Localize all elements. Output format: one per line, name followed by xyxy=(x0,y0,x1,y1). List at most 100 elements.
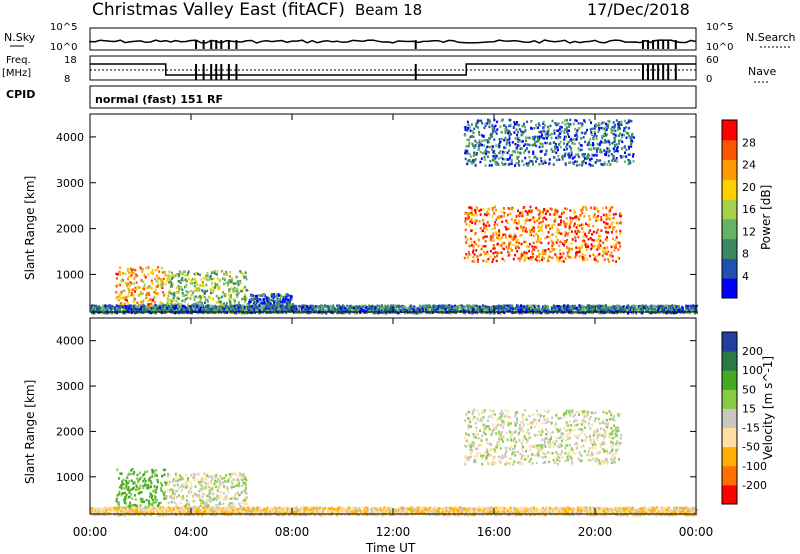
data-cell xyxy=(625,306,628,309)
data-cell xyxy=(531,136,534,139)
data-cell xyxy=(164,273,167,277)
data-cell xyxy=(589,128,592,131)
data-cell xyxy=(285,304,288,307)
data-cell xyxy=(520,306,523,309)
data-cell xyxy=(278,294,280,297)
data-cell xyxy=(279,307,282,310)
data-cell xyxy=(489,255,492,259)
data-cell xyxy=(556,255,559,258)
data-cell xyxy=(593,154,596,157)
data-cell xyxy=(279,298,282,301)
data-cell xyxy=(477,244,480,248)
data-cell xyxy=(471,221,474,224)
data-cell xyxy=(614,246,616,249)
data-cell xyxy=(183,300,186,303)
data-cell xyxy=(525,227,528,230)
data-cell xyxy=(134,286,137,290)
data-cell xyxy=(144,276,147,279)
data-cell xyxy=(536,135,539,139)
data-cell xyxy=(492,244,495,247)
data-cell xyxy=(547,231,550,234)
data-cell xyxy=(510,218,513,221)
data-cell xyxy=(148,285,151,288)
data-cell xyxy=(241,298,244,301)
data-cell xyxy=(500,119,503,123)
data-cell xyxy=(592,135,595,138)
data-cell xyxy=(598,311,601,315)
data-cell xyxy=(156,306,159,310)
nsearch-tick-top: 10^5 xyxy=(706,22,733,33)
data-cell xyxy=(252,298,255,302)
data-cell xyxy=(180,278,183,282)
data-cell xyxy=(518,222,520,225)
data-cell xyxy=(611,141,614,145)
data-cell xyxy=(225,293,227,296)
data-cell xyxy=(589,164,592,167)
data-cell xyxy=(496,251,499,255)
data-cell xyxy=(133,309,136,313)
data-cell xyxy=(187,308,190,312)
data-cell xyxy=(466,149,469,153)
data-cell xyxy=(611,226,614,230)
data-cell xyxy=(583,215,586,218)
data-cell xyxy=(484,231,486,234)
data-cell xyxy=(530,258,533,261)
data-cell xyxy=(610,231,613,234)
data-cell xyxy=(510,249,513,252)
data-cell xyxy=(482,236,485,240)
data-cell xyxy=(606,236,608,239)
data-cell xyxy=(628,153,631,156)
data-cell xyxy=(537,236,540,240)
data-cell xyxy=(475,310,478,313)
data-cell xyxy=(443,304,446,308)
data-cell xyxy=(520,226,522,229)
data-cell xyxy=(542,120,545,124)
data-cell xyxy=(222,291,225,294)
data-cell xyxy=(584,140,587,144)
data-cell xyxy=(526,164,529,167)
data-cell xyxy=(136,286,139,290)
data-cell xyxy=(193,272,196,276)
data-cell xyxy=(385,306,388,310)
data-cell xyxy=(174,291,177,295)
data-cell xyxy=(601,135,604,138)
data-cell xyxy=(545,149,548,152)
data-cell xyxy=(199,301,202,304)
data-cell xyxy=(526,230,528,233)
data-cell xyxy=(249,309,252,312)
data-cell xyxy=(605,252,608,256)
data-cell xyxy=(534,258,537,261)
data-cell xyxy=(472,249,475,252)
data-cell xyxy=(577,147,580,150)
data-cell xyxy=(141,267,144,271)
data-cell xyxy=(623,127,626,130)
data-cell xyxy=(538,209,541,212)
data-cell xyxy=(245,277,248,281)
data-cell xyxy=(266,296,269,300)
data-cell xyxy=(180,272,183,276)
data-cell xyxy=(569,209,572,212)
data-cell xyxy=(541,162,543,165)
data-cell xyxy=(416,312,419,315)
data-cell xyxy=(605,128,608,131)
data-cell xyxy=(516,144,519,147)
data-cell xyxy=(187,270,190,273)
data-cell xyxy=(256,297,259,300)
data-cell xyxy=(610,245,613,249)
data-cell xyxy=(600,229,603,232)
data-cell xyxy=(581,227,584,230)
data-cell xyxy=(125,306,128,309)
data-cell xyxy=(551,256,554,260)
data-cell xyxy=(177,273,180,276)
data-cell xyxy=(599,239,602,242)
data-cell xyxy=(149,286,152,290)
data-cell xyxy=(560,219,563,222)
data-cell xyxy=(539,130,542,134)
data-cell xyxy=(517,309,520,313)
data-cell xyxy=(288,306,290,309)
data-cell xyxy=(574,216,576,219)
data-cell xyxy=(357,306,360,309)
data-cell xyxy=(526,143,529,146)
data-cell xyxy=(587,142,590,145)
data-cell xyxy=(538,216,541,219)
